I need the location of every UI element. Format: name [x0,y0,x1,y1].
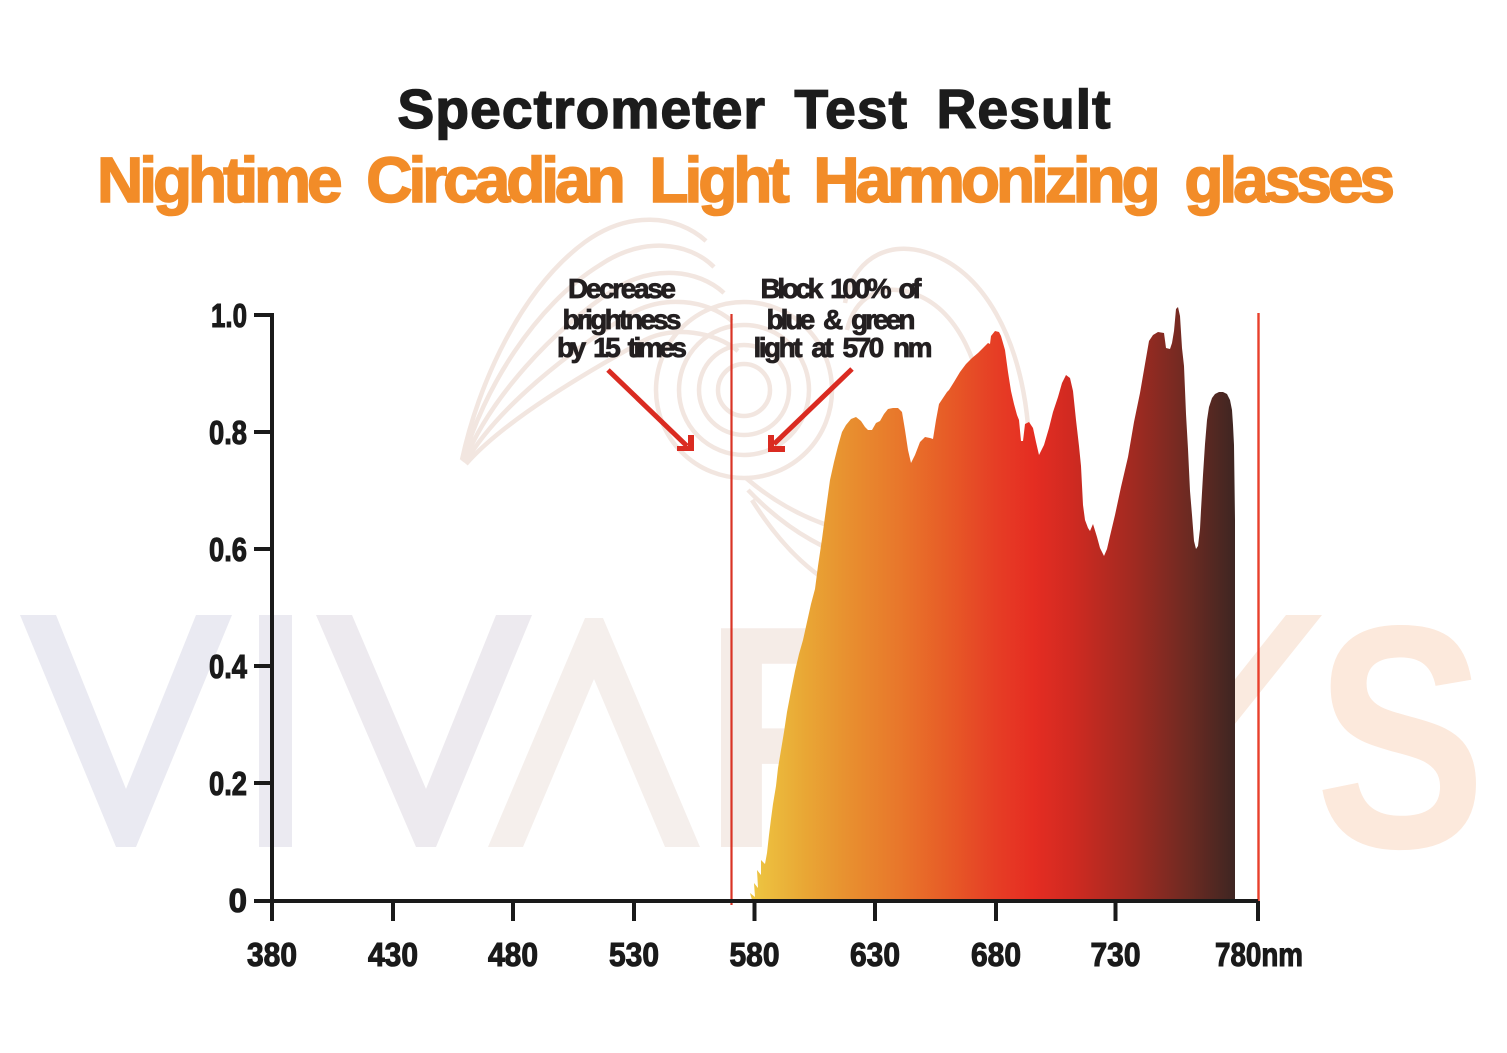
svg-text:brightness: brightness [563,304,682,335]
svg-text:0.2: 0.2 [209,765,247,802]
svg-text:480: 480 [488,936,538,973]
svg-text:630: 630 [850,936,900,973]
svg-text:Nightime Circadian Light Harmo: Nightime Circadian Light Harmonizing gla… [97,144,1395,216]
svg-text:680: 680 [971,936,1021,973]
svg-text:430: 430 [368,936,418,973]
svg-text:light at 570 nm: light at 570 nm [754,332,933,363]
svg-text:1.0: 1.0 [211,297,247,334]
svg-text:Block 100% of: Block 100% of [761,273,923,304]
svg-text:730: 730 [1091,936,1141,973]
svg-text:blue & green: blue & green [767,304,916,335]
svg-text:0.8: 0.8 [209,414,247,451]
svg-text:0.4: 0.4 [209,648,248,685]
svg-text:580: 580 [730,936,780,973]
svg-text:0.6: 0.6 [209,531,247,568]
svg-text:380: 380 [247,936,297,973]
svg-text:Decrease: Decrease [568,273,676,304]
svg-text:0: 0 [229,882,247,919]
svg-text:530: 530 [609,936,659,973]
svg-text:S: S [1315,560,1486,915]
svg-text:Spectrometer Test Result: Spectrometer Test Result [398,78,1111,140]
svg-text:by 15 times: by 15 times [557,332,687,363]
svg-text:780nm: 780nm [1215,936,1303,973]
